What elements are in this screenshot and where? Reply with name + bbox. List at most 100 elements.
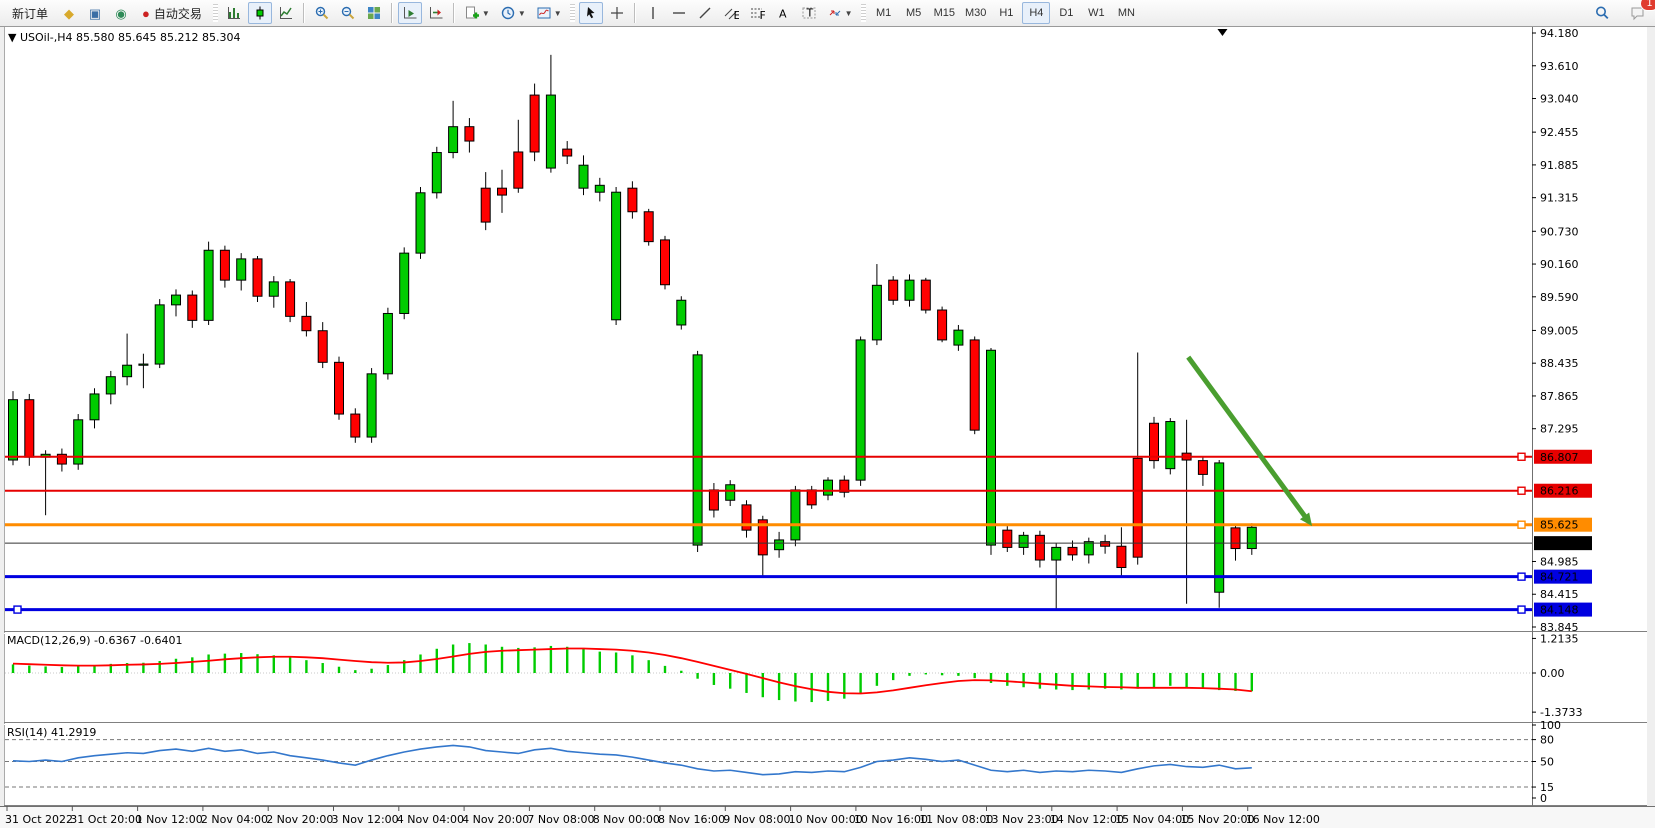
bar-chart-button[interactable] bbox=[222, 2, 246, 24]
tile-windows-button[interactable] bbox=[362, 2, 386, 24]
zoom-in-button[interactable] bbox=[310, 2, 334, 24]
timeframe-button-w1[interactable]: W1 bbox=[1082, 2, 1110, 24]
autotrading-button[interactable]: ● 自动交易 bbox=[135, 2, 209, 24]
candle bbox=[301, 301, 312, 337]
terminal-button[interactable]: ▣ bbox=[83, 2, 107, 24]
candle bbox=[89, 388, 100, 429]
chart-shift-button[interactable] bbox=[424, 2, 448, 24]
arrows-icon bbox=[827, 5, 843, 21]
svg-text:93.610: 93.610 bbox=[1540, 60, 1579, 73]
candle bbox=[1214, 460, 1225, 608]
candle bbox=[464, 118, 475, 153]
trend-arrow[interactable] bbox=[1186, 355, 1309, 520]
time-label: 7 Nov 08:00 bbox=[527, 813, 594, 826]
line-handle[interactable] bbox=[1517, 572, 1526, 581]
trendline-button[interactable] bbox=[693, 2, 717, 24]
time-label: 3 Nov 12:00 bbox=[332, 813, 399, 826]
candle bbox=[643, 208, 654, 246]
new-order-button[interactable]: 新订单 bbox=[5, 2, 55, 24]
candle bbox=[953, 324, 964, 351]
timeframe-button-h4[interactable]: H4 bbox=[1022, 2, 1051, 24]
timeframe-button-m15[interactable]: M15 bbox=[930, 2, 959, 24]
line-chart-button[interactable] bbox=[274, 2, 298, 24]
market-watch-button[interactable]: ◆ bbox=[57, 2, 81, 24]
text-label-button[interactable]: T bbox=[797, 2, 821, 24]
timeframe-button-m30[interactable]: M30 bbox=[961, 2, 990, 24]
autotrading-icon: ● bbox=[142, 5, 150, 21]
autoscroll-button[interactable] bbox=[397, 2, 422, 24]
svg-text:83.845: 83.845 bbox=[1540, 621, 1579, 634]
candlestick-button[interactable] bbox=[247, 2, 272, 24]
candle bbox=[888, 276, 899, 305]
svg-text:90.160: 90.160 bbox=[1540, 258, 1579, 271]
cursor-button[interactable] bbox=[578, 2, 603, 24]
vertical-line-button[interactable] bbox=[641, 2, 665, 24]
chat-badge[interactable]: 1 bbox=[1640, 0, 1655, 11]
svg-text:84.148: 84.148 bbox=[1540, 604, 1579, 617]
crosshair-button[interactable] bbox=[605, 2, 629, 24]
candle bbox=[920, 277, 931, 314]
line-handle[interactable] bbox=[1517, 486, 1526, 495]
svg-text:100: 100 bbox=[1540, 719, 1561, 732]
candle bbox=[56, 448, 67, 472]
time-label: 9 Nov 08:00 bbox=[723, 813, 790, 826]
svg-text:50: 50 bbox=[1540, 756, 1554, 769]
candle bbox=[382, 307, 393, 380]
search-button[interactable] bbox=[1590, 2, 1614, 24]
crosshair-icon bbox=[609, 5, 625, 21]
candle bbox=[871, 264, 882, 346]
time-label: 4 Nov 04:00 bbox=[397, 813, 464, 826]
chevron-down-icon: ▼ bbox=[844, 8, 853, 18]
zoom-out-button[interactable] bbox=[336, 2, 360, 24]
timeframe-button-m1[interactable]: M1 bbox=[870, 2, 898, 24]
candle bbox=[1197, 456, 1208, 486]
line-handle[interactable] bbox=[13, 605, 22, 614]
candle bbox=[611, 187, 622, 325]
line-handle[interactable] bbox=[1517, 520, 1526, 529]
arrows-button[interactable]: ▼ bbox=[823, 2, 857, 24]
svg-text:15: 15 bbox=[1540, 781, 1554, 794]
candle bbox=[1149, 416, 1159, 469]
line-handle[interactable] bbox=[1517, 452, 1526, 461]
timeframe-button-d1[interactable]: D1 bbox=[1052, 2, 1080, 24]
text-button[interactable]: A bbox=[771, 2, 795, 24]
hlines-layer: 86.807 86.216 85.625 84.721 84.148 bbox=[5, 449, 1592, 617]
candle bbox=[1034, 530, 1045, 568]
candle bbox=[1230, 523, 1241, 561]
fibonacci-icon: F bbox=[749, 5, 765, 21]
candle bbox=[823, 477, 833, 501]
timeframe-button-h1[interactable]: H1 bbox=[992, 2, 1020, 24]
line-handle[interactable] bbox=[1517, 605, 1526, 614]
timeframe-button-m5[interactable]: M5 bbox=[900, 2, 928, 24]
candle bbox=[692, 350, 703, 552]
candle bbox=[138, 353, 149, 389]
candle bbox=[937, 306, 948, 343]
indicators-button[interactable]: ▼ bbox=[460, 2, 494, 24]
chart-symbol-info: ▼ USOil-,H4 85.580 85.645 85.212 85.304 bbox=[8, 31, 240, 44]
fibonacci-button[interactable]: F bbox=[745, 2, 769, 24]
candle bbox=[1100, 534, 1111, 554]
time-label: 14 Nov 12:00 bbox=[1050, 813, 1124, 826]
rsi-pane: 100 80 50 150 RSI(14) 41.2919 bbox=[5, 719, 1561, 805]
svg-text:88.435: 88.435 bbox=[1540, 357, 1579, 370]
svg-text:F: F bbox=[759, 9, 765, 21]
channel-button[interactable]: E bbox=[719, 2, 743, 24]
candle bbox=[203, 241, 214, 325]
svg-text:87.295: 87.295 bbox=[1540, 423, 1579, 436]
templates-button[interactable]: ▼ bbox=[532, 2, 566, 24]
svg-text:0: 0 bbox=[1540, 792, 1547, 805]
candle bbox=[122, 333, 133, 386]
candle bbox=[545, 54, 556, 173]
horizontal-line-button[interactable] bbox=[667, 2, 691, 24]
price-tag bbox=[1534, 517, 1592, 532]
signals-button[interactable]: ◉ bbox=[109, 2, 133, 24]
market-watch-icon: ◆ bbox=[64, 5, 75, 21]
periods-button[interactable]: ▼ bbox=[496, 2, 530, 24]
candle bbox=[660, 235, 670, 290]
toolbar-grip bbox=[860, 4, 866, 22]
candle bbox=[154, 299, 165, 369]
signals-icon: ◉ bbox=[115, 5, 127, 21]
timeframe-button-mn[interactable]: MN bbox=[1112, 2, 1140, 24]
candle bbox=[399, 247, 410, 320]
